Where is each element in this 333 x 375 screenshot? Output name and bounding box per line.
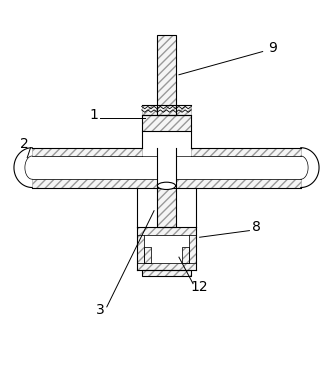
Text: 2: 2	[20, 137, 28, 152]
Bar	[32, 148, 142, 156]
Bar	[191, 148, 301, 156]
Text: 3: 3	[96, 303, 105, 317]
Bar	[189, 235, 196, 263]
Bar	[144, 246, 151, 263]
Bar	[32, 156, 158, 179]
Bar	[137, 235, 144, 263]
Ellipse shape	[158, 182, 175, 189]
Bar	[175, 156, 301, 179]
Bar	[175, 179, 301, 188]
Bar	[137, 263, 196, 270]
Bar	[158, 188, 175, 227]
Text: 12: 12	[191, 280, 208, 294]
Bar	[32, 179, 158, 188]
Bar	[142, 105, 191, 114]
Bar	[142, 114, 191, 131]
Text: 8: 8	[252, 220, 260, 234]
Bar	[142, 270, 191, 276]
Text: 1: 1	[89, 108, 98, 122]
Bar	[158, 35, 175, 114]
Bar	[144, 246, 151, 263]
Bar	[182, 246, 189, 263]
Bar	[137, 227, 196, 235]
Bar	[158, 35, 175, 114]
Bar	[158, 188, 175, 227]
Bar	[142, 114, 191, 131]
Bar	[142, 270, 191, 276]
Text: 9: 9	[268, 41, 277, 55]
Bar	[144, 235, 189, 263]
Bar	[182, 246, 189, 263]
